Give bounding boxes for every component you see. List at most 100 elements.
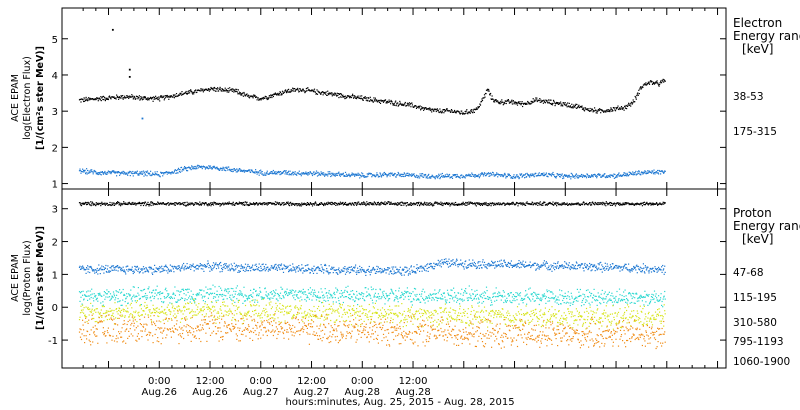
electron-data-point [592,109,594,111]
proton-data-point [404,203,406,205]
electron-data-point [142,96,144,98]
electron-data-point [589,107,591,110]
electron-data-point [187,92,189,94]
proton-data-point [606,263,608,265]
electron-data-point [411,173,413,175]
proton-data-point [446,203,449,205]
electron-data-point [243,93,246,95]
proton-data-point [308,204,310,206]
proton-data-point [497,260,499,263]
electron-data-point [225,88,227,91]
proton-data-point [250,270,252,272]
proton-data-point [654,266,656,268]
proton-data-point [287,201,289,203]
electron-data-point [128,171,130,173]
proton-data-point [546,267,548,269]
electron-data-point [589,110,591,112]
electron-data-point [310,172,312,174]
proton-data-point [156,203,158,206]
proton-data-point [625,202,627,204]
proton-data-point [92,204,94,206]
proton-data-point [556,267,558,269]
proton-data-point [235,268,237,270]
proton-data-point [219,271,221,273]
proton-data-point [195,202,197,204]
electron-data-point [426,175,428,177]
electron-data-point [209,89,212,91]
proton-data-point [628,202,630,204]
electron-data-point [642,172,644,174]
proton-data-point [619,267,622,269]
electron-data-point [360,97,362,99]
proton-data-point [196,268,198,270]
electron-data-point [652,82,654,85]
proton-data-point [322,269,324,271]
electron-data-point [576,103,578,106]
proton-data-point [661,266,663,268]
electron-data-point [308,89,310,91]
electron-data-point [629,104,631,106]
proton-data-point [576,268,578,270]
electron-data-point [471,172,473,174]
electron-data-point [238,93,240,95]
electron-data-point [627,105,629,107]
proton-data-point [164,265,166,267]
electron-data-point [510,102,512,104]
proton-data-point [496,265,498,267]
proton-data-point [351,269,353,271]
proton-data-point [268,268,270,270]
electron-data-point [171,171,173,173]
proton-data-point [221,289,223,291]
proton-data-point [584,262,586,265]
electron-data-point [196,168,198,170]
electron-data-point [593,110,595,112]
proton-data-point [343,203,345,205]
electron-data-point [465,112,467,114]
electron-data-point [611,109,613,111]
proton-data-point [625,263,627,265]
electron-data-point [190,169,192,171]
electron-data-point [97,100,99,102]
proton-data-point [563,203,565,205]
proton-data-point [499,260,501,262]
electron-data-point [285,171,287,173]
proton-data-point [79,204,82,206]
proton-data-point [157,202,159,204]
electron-data-point [532,174,534,176]
electron-data-point [651,170,654,172]
proton-data-point [459,263,461,265]
proton-data-point [448,262,451,264]
electron-data-point [510,177,512,179]
proton-data-point [289,205,291,207]
electron-data-point [136,96,138,98]
proton-data-point [557,202,559,204]
proton-data-point [659,202,661,204]
proton-data-point [231,265,233,267]
proton-data-point [149,203,151,205]
proton-data-point [484,203,487,205]
proton-data-point [279,203,281,205]
proton-data-point [238,201,240,203]
electron-data-point [357,95,359,97]
electron-data-point [102,172,104,174]
electron-data-point [531,175,533,177]
proton-data-point [458,203,460,205]
electron-data-point [242,95,244,97]
electron-data-point [324,92,326,94]
proton-data-point [568,204,570,206]
proton-data-point [108,270,110,272]
electron-data-point [485,93,487,95]
electron-data-point [575,103,577,105]
electron-data-point [407,104,409,106]
proton-data-point [222,269,224,271]
proton-data-point [344,203,346,205]
electron-data-point [554,102,556,104]
proton-data-point [202,300,204,302]
proton-data-point [457,204,459,206]
proton-data-point [446,262,448,264]
proton-data-point [415,267,418,269]
electron-data-point [496,101,498,103]
proton-data-point [348,272,351,274]
proton-data-point [286,267,288,269]
proton-data-point [448,258,450,260]
